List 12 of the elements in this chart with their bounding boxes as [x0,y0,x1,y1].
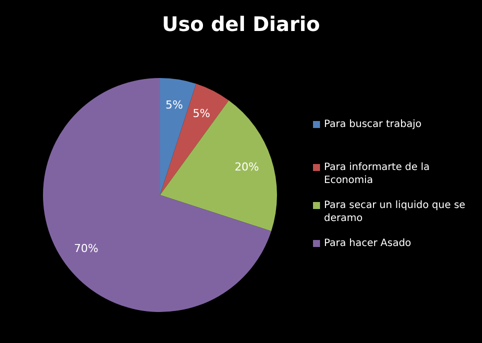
legend-label: Para hacer Asado [324,237,412,250]
pie-slice [160,100,277,232]
pie-slice [43,78,272,312]
legend-label: Para buscar trabajo [324,118,422,131]
legend-label: Para informarte de la Economia [324,161,431,187]
data-label: 5% [166,98,184,112]
data-label: 70% [74,242,98,256]
pie-slice [160,84,229,195]
legend-label: Para secar un liquido que se deramo [324,199,466,225]
chart-title: Uso del Diario [161,12,321,36]
data-label: 20% [234,160,260,174]
data-label: 5% [192,107,210,120]
